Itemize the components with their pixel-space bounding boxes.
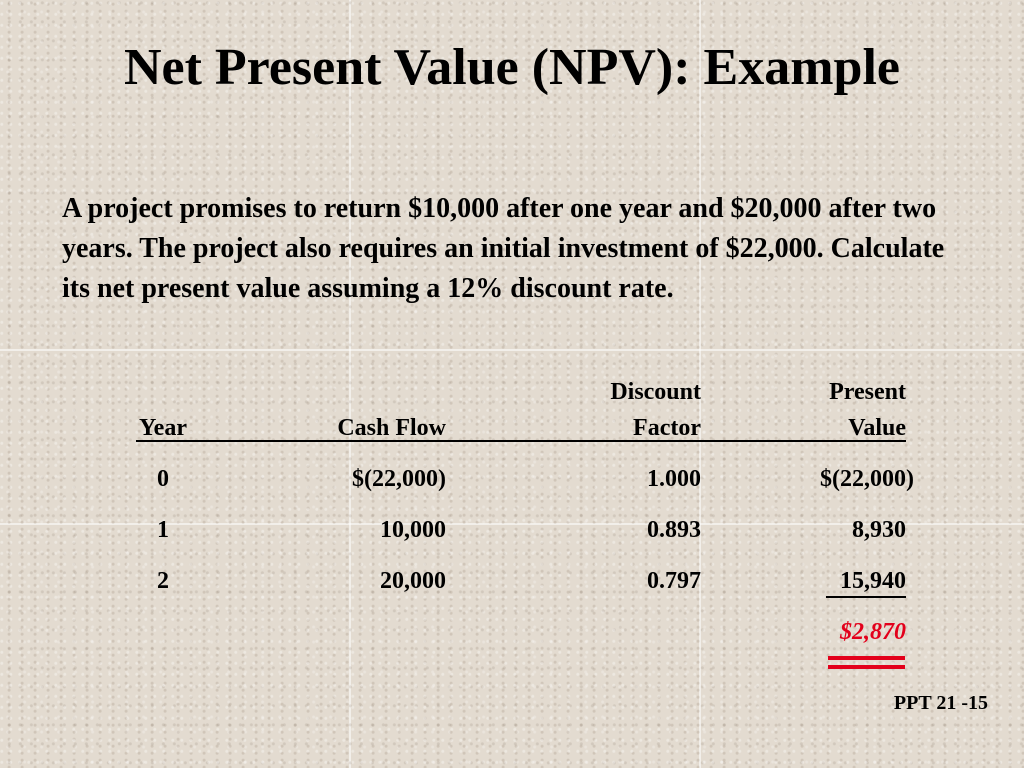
slide-number: PPT 21 -15 [893, 692, 988, 714]
sum-underline [826, 596, 906, 598]
header-present-value-line1: Present [829, 379, 906, 405]
table-cell-present-value: $(22,000) [820, 466, 914, 492]
total-double-rule [828, 656, 905, 670]
table-cell-discount-factor: 0.797 [647, 568, 701, 594]
slide-title: Net Present Value (NPV): Example [123, 39, 901, 96]
header-cash-flow: Cash Flow [337, 415, 446, 441]
npv-total: $2,870 [840, 619, 906, 645]
header-present-value-line2: Value [848, 415, 906, 441]
table-cell-cash-flow: $(22,000) [352, 466, 446, 492]
table-cell-present-value: 8,930 [852, 517, 906, 543]
header-underline [136, 440, 906, 442]
table-cell-cash-flow: 10,000 [380, 517, 446, 543]
table-cell-year: 0 [157, 466, 169, 492]
table-cell-discount-factor: 1.000 [647, 466, 701, 492]
table-cell-year: 1 [157, 517, 169, 543]
header-year: Year [139, 415, 187, 441]
table-cell-present-value: 15,940 [840, 568, 906, 594]
table-cell-year: 2 [157, 568, 169, 594]
table-cell-discount-factor: 0.893 [647, 517, 701, 543]
header-discount-factor-line2: Factor [633, 415, 701, 441]
header-discount-factor-line1: Discount [610, 379, 701, 405]
problem-statement: A project promises to return $10,000 aft… [62, 193, 945, 304]
table-cell-cash-flow: 20,000 [380, 568, 446, 594]
